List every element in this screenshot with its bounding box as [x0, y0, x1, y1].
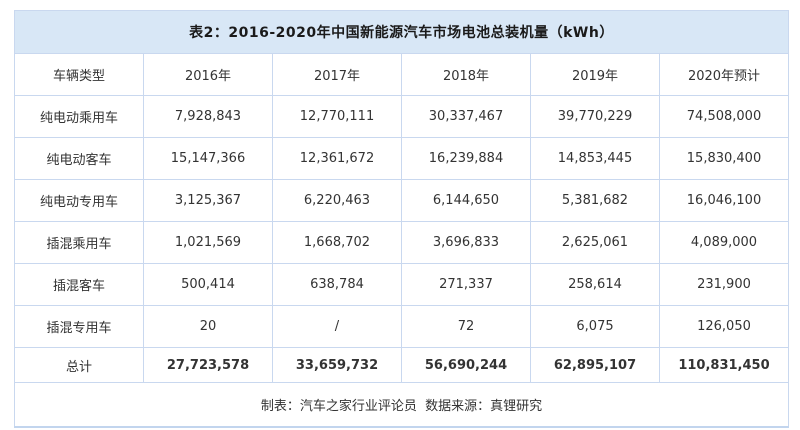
column-header-2017: 2017年 [272, 53, 402, 96]
column-header-2020-forecast: 2020年预计 [659, 53, 789, 96]
total-cell: 110,831,450 [659, 347, 789, 383]
table-title: 表2：2016-2020年中国新能源汽车市场电池总装机量（kWh） [14, 10, 789, 54]
table-cell: 6,075 [530, 305, 660, 348]
table-row: 表2：2016-2020年中国新能源汽车市场电池总装机量（kWh） [14, 10, 789, 54]
table-cell: 16,046,100 [659, 179, 789, 222]
total-row-label: 总计 [14, 347, 144, 383]
table-cell: 500,414 [143, 263, 273, 306]
row-label: 插混专用车 [14, 305, 144, 348]
table-cell: 4,089,000 [659, 221, 789, 264]
row-label: 纯电动客车 [14, 137, 144, 180]
total-cell: 62,895,107 [530, 347, 660, 383]
table-cell: 3,125,367 [143, 179, 273, 222]
column-header-2019: 2019年 [530, 53, 660, 96]
table-cell: 3,696,833 [401, 221, 531, 264]
table-row: 插混乘用车 1,021,569 1,668,702 3,696,833 2,62… [14, 221, 789, 264]
table-cell: 1,021,569 [143, 221, 273, 264]
table-cell: 14,853,445 [530, 137, 660, 180]
table-cell: 258,614 [530, 263, 660, 306]
table-row: 插混专用车 20 / 72 6,075 126,050 [14, 305, 789, 348]
table-cell: 20 [143, 305, 273, 348]
table-row: 车辆类型 2016年 2017年 2018年 2019年 2020年预计 [14, 53, 789, 96]
table-cell: 15,147,366 [143, 137, 273, 180]
table-row: 制表：汽车之家行业评论员 数据来源：真锂研究 [14, 382, 789, 428]
table-row: 插混客车 500,414 638,784 271,337 258,614 231… [14, 263, 789, 306]
table-cell: 72 [401, 305, 531, 348]
table-cell: 5,381,682 [530, 179, 660, 222]
column-header-vehicle-type: 车辆类型 [14, 53, 144, 96]
column-header-2016: 2016年 [143, 53, 273, 96]
battery-capacity-table: 表2：2016-2020年中国新能源汽车市场电池总装机量（kWh） 车辆类型 2… [14, 10, 789, 428]
total-cell: 56,690,244 [401, 347, 531, 383]
row-label: 插混乘用车 [14, 221, 144, 264]
table-cell: 39,770,229 [530, 95, 660, 138]
table-cell: 7,928,843 [143, 95, 273, 138]
row-label: 插混客车 [14, 263, 144, 306]
row-label: 纯电动乘用车 [14, 95, 144, 138]
table-cell: 74,508,000 [659, 95, 789, 138]
table-cell: 638,784 [272, 263, 402, 306]
table-cell: 30,337,467 [401, 95, 531, 138]
row-label: 纯电动专用车 [14, 179, 144, 222]
table-cell: / [272, 305, 402, 348]
table-cell: 271,337 [401, 263, 531, 306]
table-cell: 16,239,884 [401, 137, 531, 180]
table-cell: 126,050 [659, 305, 789, 348]
table-footer-credit: 制表：汽车之家行业评论员 数据来源：真锂研究 [14, 382, 789, 428]
table-cell: 6,220,463 [272, 179, 402, 222]
column-header-2018: 2018年 [401, 53, 531, 96]
table-row: 纯电动客车 15,147,366 12,361,672 16,239,884 1… [14, 137, 789, 180]
total-cell: 33,659,732 [272, 347, 402, 383]
table-cell: 15,830,400 [659, 137, 789, 180]
table-cell: 6,144,650 [401, 179, 531, 222]
table-cell: 12,770,111 [272, 95, 402, 138]
table-cell: 1,668,702 [272, 221, 402, 264]
table-cell: 231,900 [659, 263, 789, 306]
table-row-total: 总计 27,723,578 33,659,732 56,690,244 62,8… [14, 347, 789, 383]
table-cell: 2,625,061 [530, 221, 660, 264]
total-cell: 27,723,578 [143, 347, 273, 383]
table-row: 纯电动乘用车 7,928,843 12,770,111 30,337,467 3… [14, 95, 789, 138]
table-cell: 12,361,672 [272, 137, 402, 180]
table-row: 纯电动专用车 3,125,367 6,220,463 6,144,650 5,3… [14, 179, 789, 222]
